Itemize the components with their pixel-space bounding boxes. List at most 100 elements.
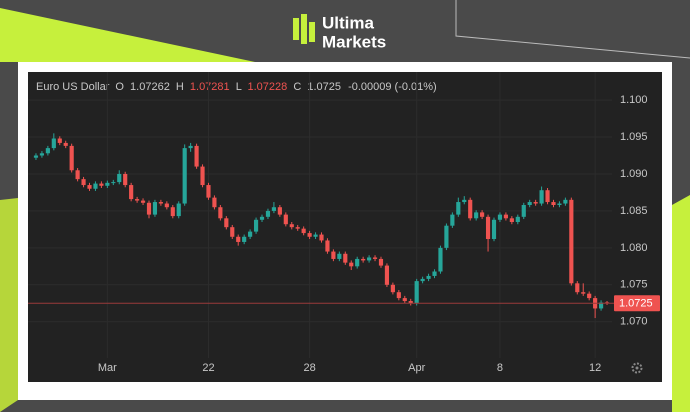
x-tick-label: 28 (303, 362, 315, 374)
candle-body (200, 166, 205, 186)
x-tick-label: 22 (202, 362, 214, 374)
candle-body (194, 145, 199, 167)
candle-body (63, 142, 68, 146)
price-badge (614, 295, 660, 312)
candle-body (331, 251, 336, 259)
candle-body (515, 216, 520, 222)
candle-body (75, 170, 80, 180)
candle-body (426, 275, 431, 279)
logo: Ultima Markets (293, 13, 386, 51)
candle-body (33, 155, 39, 158)
candle-body (343, 253, 348, 263)
settings-icon[interactable] (631, 362, 643, 374)
candle-body (384, 265, 390, 285)
ohlc-value: 1.07262 (130, 81, 170, 93)
candle-body (378, 258, 384, 266)
candle-body (170, 207, 175, 217)
candle-body (372, 257, 378, 259)
candle-body (152, 202, 158, 215)
candle-body (313, 234, 318, 237)
candle-body (301, 228, 306, 234)
candle-body (355, 258, 360, 267)
symbol-name: Euro US Dollar (36, 81, 110, 93)
candle-body (319, 234, 324, 241)
candle-body (117, 173, 122, 183)
candle-body (283, 214, 288, 225)
logo-text: Ultima (322, 13, 375, 32)
candle-body (295, 227, 300, 229)
candle-body (444, 225, 449, 248)
x-tick-label: 12 (589, 362, 601, 374)
candle-body (485, 216, 491, 239)
candle-body (480, 212, 485, 217)
ohlc-label: L (236, 81, 242, 93)
candle-body (545, 190, 550, 203)
y-tick-label: 1.095 (620, 131, 648, 143)
candle-body (551, 202, 556, 206)
candle-body (224, 218, 229, 228)
y-tick-label: 1.100 (620, 94, 648, 106)
candle-body (51, 138, 56, 149)
accent-shape (0, 198, 18, 412)
candle-body (402, 298, 407, 302)
candle-body (361, 258, 366, 261)
ohlc-value: 1.07228 (248, 81, 288, 93)
ohlc-label: O (115, 81, 124, 93)
candle-body (271, 207, 276, 211)
candle-body (146, 202, 152, 215)
candle-body (497, 214, 503, 220)
candle-body (563, 199, 568, 204)
candle-body (81, 179, 86, 186)
candle-body (111, 182, 116, 184)
logo-bar (293, 18, 299, 40)
gear[interactable] (631, 362, 643, 374)
ohlc-value: 1.07281 (190, 81, 230, 93)
change: -0.00009 (-0.01%) (348, 81, 437, 93)
logo-bar (309, 22, 315, 42)
candle-body (521, 205, 526, 217)
x-tick-label: 8 (497, 362, 503, 374)
candle-body (289, 224, 294, 228)
price-label: 1.0725 (619, 298, 653, 310)
gear-center[interactable] (635, 366, 639, 370)
candle-body (212, 197, 217, 208)
decor-line (455, 0, 690, 59)
candle-body (408, 301, 413, 304)
candle-body (218, 207, 223, 219)
candle-body (503, 214, 508, 219)
chart-area (28, 72, 662, 382)
candle-body (105, 182, 110, 186)
candle-body (277, 207, 282, 215)
candle-body (182, 148, 187, 204)
candle-body (533, 202, 538, 204)
logo-text: Markets (322, 32, 386, 51)
candle-body (129, 185, 134, 200)
candle-body (450, 214, 455, 226)
ohlc-label: H (176, 81, 184, 93)
candle-body (176, 203, 181, 217)
candle-body (253, 219, 259, 232)
candle-body (206, 185, 211, 198)
candle-body (569, 199, 574, 284)
candle-body (123, 173, 128, 186)
candle-body (527, 202, 532, 206)
candle-body (462, 199, 467, 203)
candle-body (509, 218, 514, 222)
y-tick-label: 1.085 (620, 205, 648, 217)
logo-bar (301, 14, 307, 44)
candle-body (57, 138, 62, 143)
candle-body (236, 236, 241, 242)
candle-body (135, 199, 140, 201)
candle-body (242, 236, 247, 242)
candle-body (598, 302, 604, 309)
candle-body (325, 240, 330, 252)
candle-body (474, 212, 479, 219)
candle-body (414, 281, 419, 304)
ohlc-legend: Euro US Dollar O 1.07262 H 1.07281 L 1.0… (36, 81, 437, 93)
ohlc-label: C (293, 81, 301, 93)
accent-shape (672, 195, 690, 412)
candle-body (587, 293, 592, 299)
candle-body (140, 200, 146, 203)
candle-body (265, 210, 271, 217)
candle-body (438, 247, 443, 272)
